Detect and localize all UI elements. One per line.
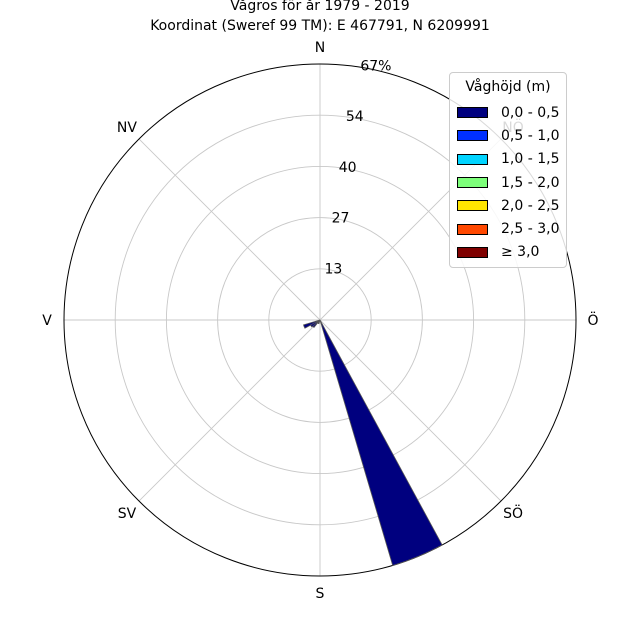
legend-item: 2,5 - 3,0 <box>450 217 566 240</box>
legend-item: 1,0 - 1,5 <box>450 148 566 171</box>
legend-swatch <box>457 130 488 142</box>
direction-label: NV <box>117 120 137 136</box>
legend-item: 0,5 - 1,0 <box>450 124 566 147</box>
legend-swatch <box>457 107 488 119</box>
legend-title: Våghöjd (m) <box>465 79 551 95</box>
legend-swatch <box>457 177 488 189</box>
legend-label: 1,5 - 2,0 <box>501 174 560 191</box>
direction-label: S <box>316 586 325 602</box>
direction-label: SV <box>118 506 137 522</box>
legend-label: ≥ 3,0 <box>501 244 540 261</box>
rose-sector <box>310 319 321 328</box>
legend-swatch <box>457 153 488 165</box>
rose-sector <box>319 319 443 566</box>
legend-item: 2,0 - 2,5 <box>450 194 566 217</box>
direction-label: SÖ <box>503 504 523 522</box>
chart-subtitle: Koordinat (Sweref 99 TM): E 467791, N 62… <box>150 18 490 34</box>
direction-label: V <box>42 313 52 329</box>
legend-item: 1,5 - 2,0 <box>450 171 566 194</box>
chart-title: Vågros för år 1979 - 2019 <box>230 0 410 14</box>
legend-item: ≥ 3,0 <box>450 241 566 264</box>
direction-label: N <box>315 40 325 56</box>
legend-swatch <box>457 223 488 235</box>
radial-tick-label: 54 <box>346 109 364 125</box>
legend-swatch <box>457 246 488 258</box>
direction-label: Ö <box>587 311 598 329</box>
legend-label: 0,0 - 0,5 <box>501 104 560 121</box>
radial-tick-label: 27 <box>332 211 350 227</box>
legend-label: 2,0 - 2,5 <box>501 197 560 214</box>
legend: Våghöjd (m) 0,0 - 0,5 0,5 - 1,0 1,0 - 1,5 1… <box>449 72 567 268</box>
radial-tick-label: 40 <box>339 160 357 176</box>
radial-tick-label: 13 <box>324 261 342 277</box>
legend-label: 1,0 - 1,5 <box>501 151 560 168</box>
grid-spoke <box>138 138 321 321</box>
grid-spoke <box>138 319 321 502</box>
outer-circle <box>63 63 577 577</box>
legend-label: 0,5 - 1,0 <box>501 127 560 144</box>
legend-item: 0,0 - 0,5 <box>450 101 566 124</box>
legend-label: 2,5 - 3,0 <box>501 221 560 238</box>
rose-sector <box>317 319 321 325</box>
radial-tick-label: 67% <box>360 59 391 75</box>
grid-spoke <box>319 319 502 502</box>
legend-swatch <box>457 200 488 212</box>
